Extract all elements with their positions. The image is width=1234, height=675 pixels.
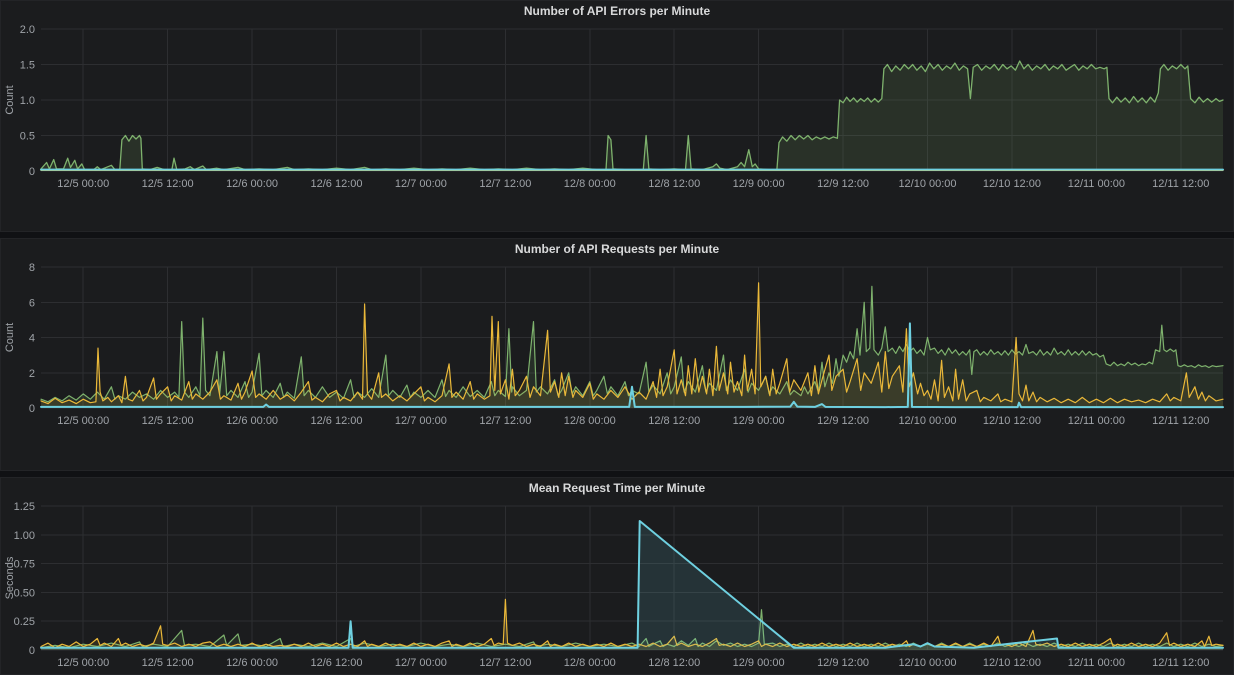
y-tick-label: 0 [29, 645, 35, 657]
x-tick-label: 12/7 00:00 [395, 415, 447, 427]
x-tick-label: 12/11 12:00 [1152, 415, 1209, 427]
panel-title-mean-request-time: Mean Request Time per Minute [528, 481, 706, 495]
x-tick-label: 12/7 00:00 [395, 178, 447, 190]
x-tick-label: 12/7 00:00 [395, 657, 447, 669]
x-tick-label: 12/5 00:00 [57, 415, 109, 427]
x-tick-label: 12/8 00:00 [564, 178, 616, 190]
x-tick-label: 12/10 12:00 [983, 415, 1041, 427]
series-fill-time-yellow [41, 599, 1223, 650]
x-tick-label: 12/10 00:00 [898, 657, 956, 669]
x-tick-label: 12/6 12:00 [311, 178, 363, 190]
x-tick-label: 12/8 12:00 [648, 415, 700, 427]
x-tick-label: 12/6 00:00 [226, 415, 278, 427]
y-tick-label: 0.25 [14, 616, 35, 628]
panel-title-api-errors: Number of API Errors per Minute [523, 4, 711, 18]
api-errors-chart[interactable]: 0 0.5 1.0 1.5 2.0 12/5 00:00 12/5 12:00 12/6 00… [1, 21, 1233, 231]
x-tick-label: 12/11 00:00 [1068, 657, 1125, 669]
series-line-errors-green [40, 60, 1224, 171]
y-tick-label: 6 [29, 297, 35, 309]
y-tick-label: 2.0 [20, 24, 35, 36]
y-tick-label: 1.25 [14, 501, 35, 513]
api-errors-svg: 0 0.5 1.0 1.5 2.0 12/5 00:00 12/5 12:00 12/6 00… [4, 24, 1224, 190]
panel-api-errors: Number of API Errors per Minute 0 0.5 1.0 1… [0, 0, 1234, 232]
series-line-requests-yellow [40, 282, 1224, 405]
x-tick-label: 12/8 12:00 [648, 178, 700, 190]
y-axis-title: Count [4, 85, 16, 114]
x-tick-label: 12/10 12:00 [983, 657, 1041, 669]
y-tick-label: 0.50 [14, 587, 35, 599]
y-tick-label: 0 [29, 166, 35, 178]
x-tick-label: 12/7 12:00 [479, 657, 531, 669]
y-tick-label: 1.5 [20, 60, 35, 72]
x-tick-label: 12/5 00:00 [57, 657, 109, 669]
y-axis-title: Seconds [4, 556, 16, 599]
x-tick-label: 12/11 00:00 [1068, 178, 1125, 190]
panel-api-requests: Number of API Requests per Minute 0 2 4 6 8 1… [0, 238, 1234, 471]
x-tick-label: 12/6 00:00 [226, 178, 278, 190]
y-tick-label: 0.75 [14, 559, 35, 571]
x-tick-label: 12/6 12:00 [311, 657, 363, 669]
x-tick-label: 12/11 00:00 [1068, 415, 1125, 427]
series-fill-requests-green [41, 286, 1223, 408]
y-tick-label: 0.5 [20, 131, 35, 143]
x-tick-label: 12/11 12:00 [1152, 178, 1209, 190]
x-tick-label: 12/10 00:00 [898, 415, 956, 427]
x-tick-label: 12/9 12:00 [817, 178, 869, 190]
x-tick-label: 12/8 12:00 [648, 657, 700, 669]
y-tick-label: 0 [29, 403, 35, 415]
panel-title-api-requests: Number of API Requests per Minute [514, 242, 720, 256]
x-tick-label: 12/6 00:00 [226, 657, 278, 669]
x-tick-label: 12/10 00:00 [898, 178, 956, 190]
y-tick-label: 4 [29, 333, 35, 345]
x-tick-label: 12/8 00:00 [564, 657, 616, 669]
api-requests-chart[interactable]: 0 2 4 6 8 12/5 00:00 12/5 12:00 12/6 00:00 12/6 … [1, 259, 1233, 470]
x-tick-label: 12/11 12:00 [1152, 657, 1209, 669]
y-axis-title: Count [4, 323, 16, 352]
series-line-requests-blue [40, 322, 1224, 409]
x-tick-label: 12/7 12:00 [479, 415, 531, 427]
x-tick-label: 12/7 12:00 [479, 178, 531, 190]
series-line-requests-green [40, 285, 1224, 403]
x-tick-label: 12/9 00:00 [733, 415, 785, 427]
x-tick-label: 12/5 12:00 [142, 415, 194, 427]
x-tick-label: 12/8 00:00 [564, 415, 616, 427]
x-tick-label: 12/6 12:00 [311, 415, 363, 427]
y-tick-label: 2 [29, 368, 35, 380]
x-tick-label: 12/5 12:00 [142, 178, 194, 190]
x-tick-label: 12/9 00:00 [733, 178, 785, 190]
x-tick-label: 12/10 12:00 [983, 178, 1041, 190]
y-tick-label: 8 [29, 262, 35, 274]
x-tick-label: 12/9 12:00 [817, 657, 869, 669]
x-tick-label: 12/5 00:00 [57, 178, 109, 190]
series-line-time-blue [40, 520, 1224, 649]
x-tick-label: 12/9 12:00 [817, 415, 869, 427]
series-fill-time-blue [41, 521, 1223, 650]
mean-request-time-chart[interactable]: 0 0.25 0.50 0.75 1.00 1.25 12/5 00:00 12/5 12:0… [1, 498, 1233, 674]
y-tick-label: 1.00 [14, 530, 35, 542]
series-fill-errors-green [41, 61, 1223, 171]
panel-mean-request-time: Mean Request Time per Minute 0 0.25 0.50 0.… [0, 477, 1234, 675]
mean-request-time-svg: 0 0.25 0.50 0.75 1.00 1.25 12/5 00:00 12/5 12:0… [4, 501, 1224, 669]
x-tick-label: 12/9 00:00 [733, 657, 785, 669]
api-requests-svg: 0 2 4 6 8 12/5 00:00 12/5 12:00 12/6 00:00 12/6 … [4, 262, 1224, 427]
y-tick-label: 1.0 [20, 95, 35, 107]
x-tick-label: 12/5 12:00 [142, 657, 194, 669]
